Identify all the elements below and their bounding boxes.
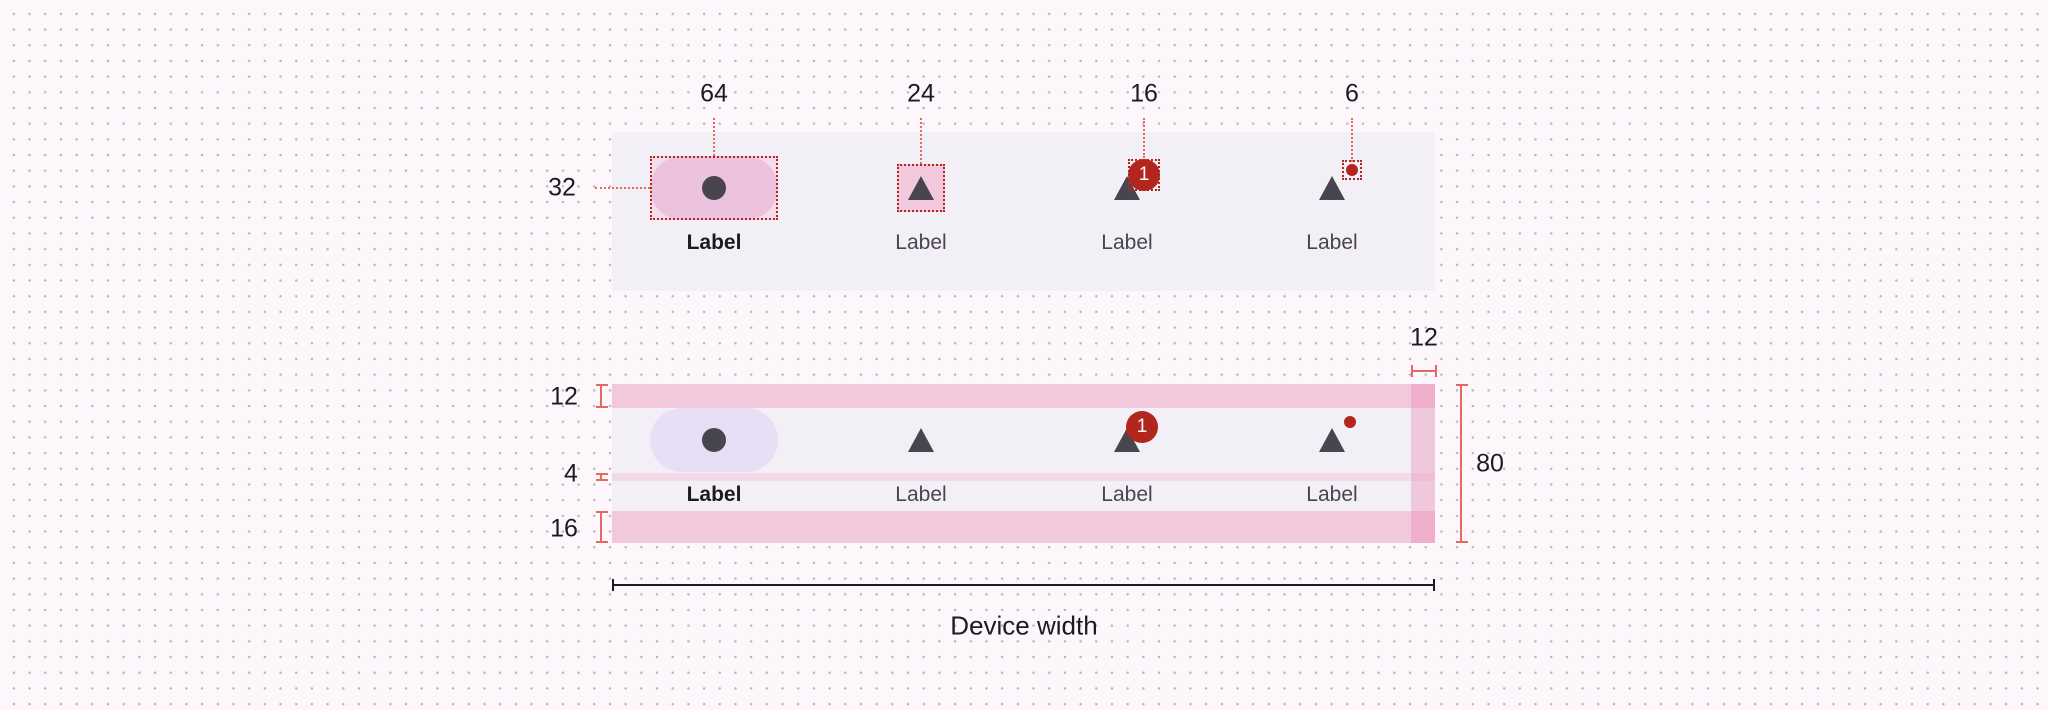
triangle-icon[interactable] <box>1319 176 1345 200</box>
triangle-icon[interactable] <box>908 176 934 200</box>
badge: 1 <box>1128 159 1160 191</box>
badge-bounds <box>1128 159 1160 191</box>
device-width-label: Device width <box>950 610 1098 641</box>
side-padding-bracket <box>1411 365 1437 377</box>
icon-size-label: 24 <box>907 79 935 108</box>
nav-label[interactable]: Label <box>1306 483 1358 506</box>
height-bracket <box>1456 384 1472 543</box>
side-padding-band <box>1411 384 1435 543</box>
badge-count: 1 <box>1138 164 1150 185</box>
bottom-padding-band <box>612 511 1435 543</box>
label-gap-label: 4 <box>564 459 578 488</box>
top-padding-label: 12 <box>550 382 578 411</box>
nav-label[interactable]: Label <box>1306 231 1358 254</box>
nav-label[interactable]: Label <box>686 231 742 254</box>
measure-line <box>1351 118 1353 162</box>
badge-count: 1 <box>1136 416 1148 437</box>
measure-line <box>713 118 715 156</box>
small-badge <box>1346 164 1358 176</box>
indicator-height-label: 32 <box>548 173 576 202</box>
nav-label[interactable]: Label <box>895 231 947 254</box>
nav-label[interactable]: Label <box>686 483 742 506</box>
small-badge-size-label: 6 <box>1345 79 1359 108</box>
side-padding-label: 12 <box>1410 323 1438 352</box>
device-width-line <box>612 579 1435 591</box>
triangle-icon[interactable] <box>1319 428 1345 452</box>
label-gap-bracket <box>596 473 612 481</box>
measure-line <box>920 118 922 164</box>
nav-label[interactable]: Label <box>1101 483 1153 506</box>
top-padding-band <box>612 384 1435 408</box>
bottom-padding-label: 16 <box>550 514 578 543</box>
badge-size-label: 16 <box>1130 79 1158 108</box>
circle-icon[interactable] <box>702 176 726 200</box>
small-badge <box>1344 416 1356 428</box>
triangle-icon[interactable] <box>908 428 934 452</box>
bottom-padding-bracket <box>596 511 612 543</box>
indicator-width-label: 64 <box>700 79 728 108</box>
measure-line <box>1143 118 1145 158</box>
label-gap-band <box>612 473 1435 481</box>
height-label: 80 <box>1476 449 1504 478</box>
nav-label[interactable]: Label <box>895 483 947 506</box>
measure-line <box>595 187 650 189</box>
top-padding-bracket <box>596 384 612 408</box>
badge: 1 <box>1126 411 1158 443</box>
circle-icon[interactable] <box>702 428 726 452</box>
small-badge-bounds <box>1342 160 1362 180</box>
indicator-bounds <box>650 156 778 220</box>
nav-label[interactable]: Label <box>1101 231 1153 254</box>
